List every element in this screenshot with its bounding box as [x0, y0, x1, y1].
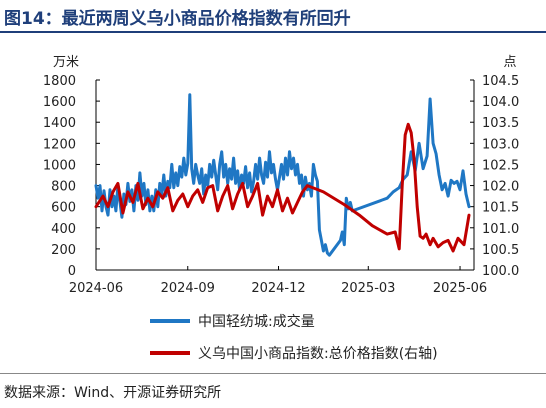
- x-tick-label: 2024-09: [161, 281, 215, 296]
- right-tick-label: 100.0: [482, 264, 519, 279]
- index-series-line: [94, 122, 471, 253]
- left-tick-label: 1600: [43, 95, 76, 110]
- figure-title: 图14：最近两周义乌小商品价格指数有所回升: [4, 9, 351, 29]
- volume-series-line: [94, 93, 471, 257]
- legend-swatch-volume: [150, 319, 190, 323]
- legend-swatch-index: [150, 351, 190, 355]
- left-tick-label: 1000: [43, 158, 76, 173]
- left-tick-label: 200: [51, 243, 76, 258]
- right-tick-label: 100.5: [482, 243, 519, 258]
- title-divider: [0, 31, 546, 33]
- x-tick-label: 2025-06: [433, 281, 487, 296]
- right-tick-label: 102.0: [482, 180, 519, 195]
- left-tick-label: 1800: [43, 74, 76, 89]
- right-tick-label: 104.0: [482, 95, 519, 110]
- right-tick-label: 103.0: [482, 137, 519, 152]
- legend-item-volume: 中国轻纺城:成交量: [150, 311, 315, 331]
- line-chart: 万米 点 0 200 400 600 800 1000 1200 1400 1600 1800 10…: [43, 55, 519, 296]
- series-layer: [94, 93, 471, 257]
- x-tick-label: 2024-06: [69, 281, 123, 296]
- left-tick-label: 800: [51, 180, 76, 195]
- right-tick-label: 101.0: [482, 222, 519, 237]
- legend-label-volume: 中国轻纺城:成交量: [198, 314, 315, 330]
- right-tick-label: 104.5: [482, 74, 519, 89]
- left-tick-label: 400: [51, 222, 76, 237]
- legend-item-index: 义乌中国小商品指数:总价格指数(右轴): [150, 343, 438, 363]
- axes: [95, 79, 475, 271]
- left-tick-label: 1400: [43, 116, 76, 131]
- left-tick-label: 0: [68, 264, 76, 279]
- left-tick-label: 600: [51, 201, 76, 216]
- right-tick-label: 103.5: [482, 116, 519, 131]
- right-tick-label: 101.5: [482, 201, 519, 216]
- right-tick-label: 102.5: [482, 158, 519, 173]
- legend-label-index: 义乌中国小商品指数:总价格指数(右轴): [198, 346, 438, 362]
- tick-labels: 0 200 400 600 800 1000 1200 1400 1600 1800 100.0 10…: [43, 74, 519, 296]
- right-axis-unit: 点: [503, 55, 516, 70]
- source-note: 数据来源：Wind、开源证券研究所: [4, 385, 222, 401]
- left-axis-unit: 万米: [53, 55, 79, 70]
- left-tick-label: 1200: [43, 137, 76, 152]
- x-tick-label: 2024-12: [251, 281, 305, 296]
- x-tick-label: 2025-03: [341, 281, 395, 296]
- footer-divider: [0, 373, 546, 374]
